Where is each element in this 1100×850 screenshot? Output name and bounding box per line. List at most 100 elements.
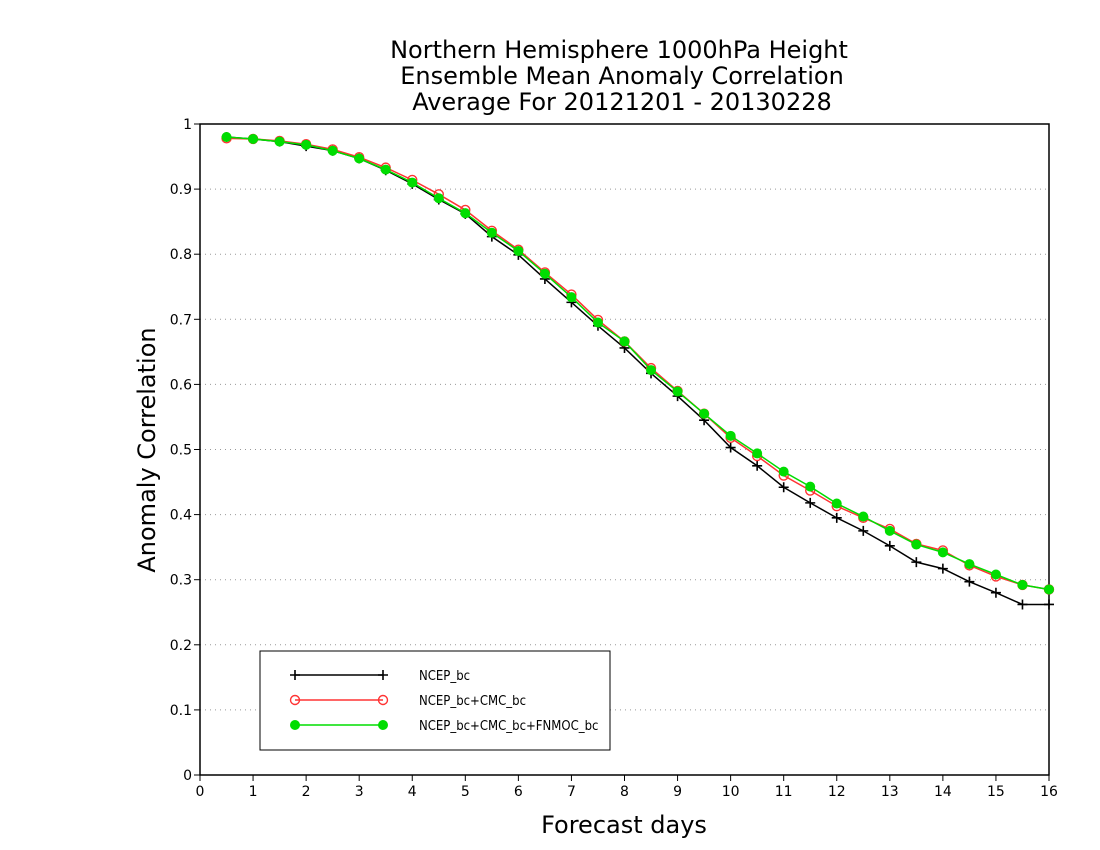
data-point (884, 525, 895, 536)
data-point (831, 498, 842, 509)
x-axis-label: Forecast days (541, 811, 707, 839)
legend-marker (290, 720, 300, 730)
data-point (301, 139, 312, 150)
x-tick-label: 3 (355, 784, 364, 800)
plot-frame (199, 123, 1050, 776)
data-point (274, 136, 285, 147)
legend-label: NCEP_bc+CMC_bc (419, 694, 526, 709)
data-point (858, 511, 869, 522)
data-point (752, 448, 763, 459)
data-point (805, 497, 816, 508)
legend-marker (378, 720, 388, 730)
data-point (566, 292, 577, 303)
y-axis-label: Anomaly Correlation (133, 327, 161, 572)
axis-ticks: 00.10.20.30.40.50.60.70.80.910 1 2 3 4 5 6 7 8 9 1… (170, 117, 1058, 800)
legend-label: NCEP_bc (419, 669, 470, 684)
data-point (964, 559, 975, 570)
data-point (380, 164, 391, 175)
data-point (911, 557, 922, 568)
data-point (911, 539, 922, 550)
x-tick-label: 1 (249, 784, 258, 800)
data-point (327, 145, 338, 156)
data-point (778, 482, 789, 493)
y-tick-label: 0.6 (170, 377, 192, 393)
y-tick-label: 0.1 (170, 703, 192, 719)
data-point (937, 563, 948, 574)
y-tick-label: 0.9 (170, 182, 192, 198)
y-tick-label: 0.8 (170, 247, 192, 263)
series-1 (221, 133, 1055, 595)
x-tick-label: 5 (461, 784, 470, 800)
data-point (460, 208, 471, 219)
data-point (619, 336, 630, 347)
legend-label: NCEP_bc+CMC_bc+FNMOC_bc (419, 719, 598, 734)
chart-title-line-1: Northern Hemisphere 1000hPa Height (390, 36, 848, 64)
legend: NCEP_bc NCEP_bc+CMC_bc NCEP_bc+CMC_bc+FNMO… (259, 650, 611, 751)
x-tick-label: 6 (514, 784, 523, 800)
data-point (407, 177, 418, 188)
data-point (725, 442, 736, 453)
gridlines (200, 188, 1049, 711)
y-tick-label: 0 (183, 768, 192, 784)
x-tick-label: 2 (302, 784, 311, 800)
series-2 (221, 132, 1054, 595)
y-tick-label: 0.5 (170, 443, 192, 459)
data-point (1017, 599, 1028, 610)
series-line (226, 136, 1049, 606)
data-point (221, 132, 232, 143)
data-point (725, 430, 736, 441)
x-tick-label: 4 (408, 784, 417, 800)
series-line (226, 136, 1050, 591)
data-point (539, 268, 550, 279)
data-point (805, 481, 816, 492)
data-point (752, 460, 763, 471)
legend-entry: NCEP_bc+CMC_bc (289, 694, 526, 709)
data-point (646, 365, 657, 376)
legend-marker (378, 670, 388, 680)
x-tick-label: 11 (775, 784, 793, 800)
x-tick-label: 9 (673, 784, 682, 800)
y-tick-label: 0.3 (170, 573, 192, 589)
legend-marker (377, 694, 389, 706)
data-point (248, 133, 259, 144)
data-point (831, 512, 842, 523)
series-line (226, 137, 1050, 591)
data-point (592, 317, 603, 328)
y-tick-label: 0.2 (170, 638, 192, 654)
x-tick-label: 15 (987, 784, 1005, 800)
data-point (778, 466, 789, 477)
y-tick-label: 1 (183, 117, 192, 133)
legend-marker (289, 694, 301, 706)
data-point (990, 569, 1001, 580)
data-point (1044, 584, 1054, 595)
data-point (433, 193, 444, 204)
legend-entry: NCEP_bc (290, 669, 470, 684)
data-point (884, 540, 895, 551)
x-tick-label: 0 (196, 784, 205, 800)
y-tick-label: 0.7 (170, 312, 192, 328)
legend-entry: NCEP_bc+CMC_bc+FNMOC_bc (290, 719, 598, 734)
x-tick-label: 14 (934, 784, 952, 800)
data-point (354, 153, 365, 164)
data-point (937, 547, 948, 558)
data-point (964, 576, 975, 587)
data-point (858, 525, 869, 536)
series-layer (221, 132, 1055, 610)
x-tick-label: 13 (881, 784, 899, 800)
data-point (486, 227, 497, 238)
x-tick-label: 12 (828, 784, 846, 800)
chart-title-line-2: Ensemble Mean Anomaly Correlation (400, 62, 844, 90)
data-point (990, 587, 1001, 598)
y-tick-label: 0.4 (170, 508, 192, 524)
data-point (699, 408, 710, 419)
data-point (1044, 599, 1054, 610)
x-tick-label: 16 (1040, 784, 1058, 800)
series-0 (221, 132, 1054, 610)
x-tick-label: 8 (620, 784, 629, 800)
data-point (1017, 579, 1028, 590)
data-point (513, 245, 524, 256)
x-tick-label: 7 (567, 784, 576, 800)
x-tick-label: 10 (722, 784, 740, 800)
chart-title-line-3: Average For 20121201 - 20130228 (412, 88, 832, 116)
